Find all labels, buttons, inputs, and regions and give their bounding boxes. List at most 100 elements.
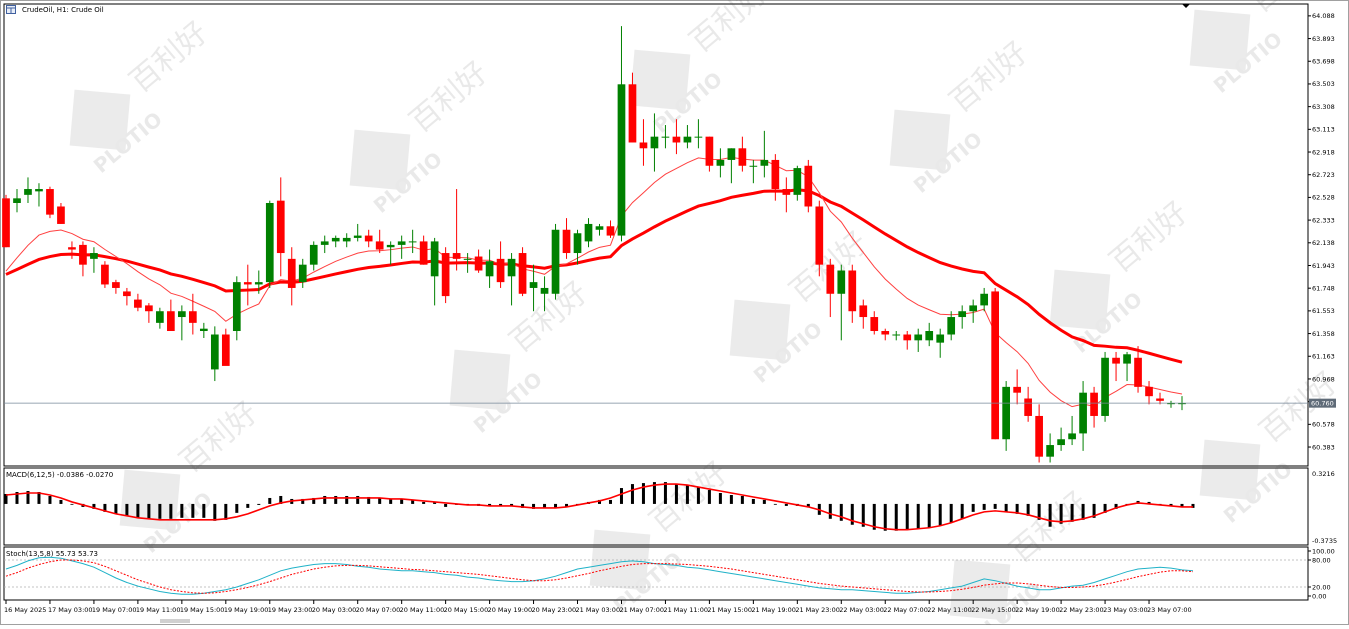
- candle[interactable]: [276, 177, 285, 277]
- candle[interactable]: [90, 247, 98, 273]
- candle[interactable]: [496, 241, 505, 288]
- candle[interactable]: [826, 258, 835, 318]
- scroll-thumb[interactable]: [160, 619, 190, 623]
- candle[interactable]: [452, 189, 461, 271]
- candle[interactable]: [331, 235, 340, 248]
- candle[interactable]: [1013, 369, 1021, 405]
- candle[interactable]: [837, 264, 846, 341]
- candle[interactable]: [1101, 351, 1109, 422]
- candle[interactable]: [68, 241, 76, 259]
- candle[interactable]: [441, 247, 450, 304]
- candle[interactable]: [2, 194, 10, 248]
- candle[interactable]: [661, 125, 670, 149]
- candles[interactable]: [2, 26, 1186, 463]
- candle[interactable]: [540, 276, 549, 312]
- candle[interactable]: [617, 26, 626, 242]
- candle[interactable]: [298, 258, 307, 288]
- candle[interactable]: [507, 253, 516, 306]
- candle[interactable]: [145, 303, 153, 323]
- candle[interactable]: [167, 299, 175, 332]
- candle[interactable]: [980, 287, 989, 312]
- chart-window-icon[interactable]: [6, 5, 16, 14]
- candle[interactable]: [1057, 427, 1065, 451]
- candle[interactable]: [221, 328, 230, 366]
- candle[interactable]: [716, 148, 725, 178]
- candle[interactable]: [430, 237, 439, 306]
- candle[interactable]: [870, 311, 879, 335]
- candle[interactable]: [1068, 415, 1076, 446]
- candle[interactable]: [991, 287, 1000, 440]
- candle[interactable]: [386, 241, 395, 265]
- candle[interactable]: [914, 328, 923, 352]
- candle[interactable]: [1145, 381, 1153, 405]
- candle[interactable]: [628, 72, 637, 143]
- candle[interactable]: [947, 311, 956, 341]
- candle[interactable]: [529, 264, 538, 312]
- candle[interactable]: [639, 119, 648, 166]
- candle[interactable]: [705, 136, 714, 172]
- candle[interactable]: [134, 293, 142, 312]
- candle[interactable]: [1002, 381, 1010, 451]
- candle[interactable]: [694, 119, 703, 149]
- candle[interactable]: [573, 229, 582, 265]
- candle[interactable]: [265, 200, 274, 288]
- candle[interactable]: [408, 229, 417, 254]
- candle[interactable]: [210, 326, 219, 382]
- candle[interactable]: [903, 331, 912, 350]
- candle[interactable]: [771, 154, 780, 201]
- candle[interactable]: [936, 328, 945, 358]
- candle[interactable]: [1079, 381, 1087, 451]
- candle[interactable]: [353, 223, 362, 242]
- candle[interactable]: [474, 249, 483, 273]
- candle[interactable]: [1024, 386, 1032, 422]
- candle[interactable]: [518, 247, 527, 297]
- candle[interactable]: [1090, 386, 1098, 428]
- candle[interactable]: [375, 229, 384, 254]
- candle[interactable]: [463, 253, 472, 273]
- candle[interactable]: [925, 322, 934, 347]
- candle[interactable]: [342, 233, 351, 248]
- candle[interactable]: [969, 299, 978, 323]
- candle[interactable]: [683, 125, 692, 149]
- candle[interactable]: [727, 148, 736, 184]
- candle[interactable]: [1134, 346, 1142, 393]
- candle[interactable]: [859, 299, 868, 329]
- candle[interactable]: [1046, 433, 1054, 463]
- candle[interactable]: [749, 159, 758, 184]
- candle[interactable]: [1035, 404, 1043, 463]
- candle[interactable]: [815, 200, 824, 277]
- candle[interactable]: [881, 328, 890, 341]
- candle[interactable]: [1112, 351, 1120, 382]
- candle[interactable]: [57, 202, 65, 224]
- candle[interactable]: [254, 270, 263, 294]
- candle[interactable]: [804, 159, 813, 213]
- candle[interactable]: [485, 249, 494, 288]
- candle[interactable]: [650, 113, 659, 172]
- candle[interactable]: [958, 305, 967, 329]
- candle[interactable]: [232, 276, 241, 341]
- candle[interactable]: [848, 264, 857, 323]
- candle[interactable]: [101, 261, 109, 288]
- candle[interactable]: [320, 235, 329, 254]
- candle[interactable]: [79, 241, 87, 277]
- candle[interactable]: [24, 177, 32, 203]
- candle[interactable]: [738, 136, 747, 172]
- candle[interactable]: [595, 223, 604, 236]
- candle[interactable]: [1123, 351, 1131, 382]
- candle[interactable]: [287, 247, 296, 306]
- candle[interactable]: [35, 183, 43, 207]
- candle[interactable]: [782, 177, 791, 213]
- candle[interactable]: [397, 235, 406, 259]
- candle[interactable]: [112, 279, 120, 294]
- candle[interactable]: [309, 241, 318, 271]
- candle[interactable]: [672, 119, 681, 155]
- candle[interactable]: [188, 293, 197, 335]
- candle[interactable]: [584, 218, 593, 248]
- candle[interactable]: [364, 229, 373, 248]
- candle[interactable]: [123, 287, 131, 306]
- candle[interactable]: [760, 130, 769, 178]
- candle[interactable]: [551, 223, 560, 300]
- candle[interactable]: [606, 220, 615, 238]
- candle[interactable]: [892, 331, 901, 341]
- candle[interactable]: [1156, 392, 1164, 405]
